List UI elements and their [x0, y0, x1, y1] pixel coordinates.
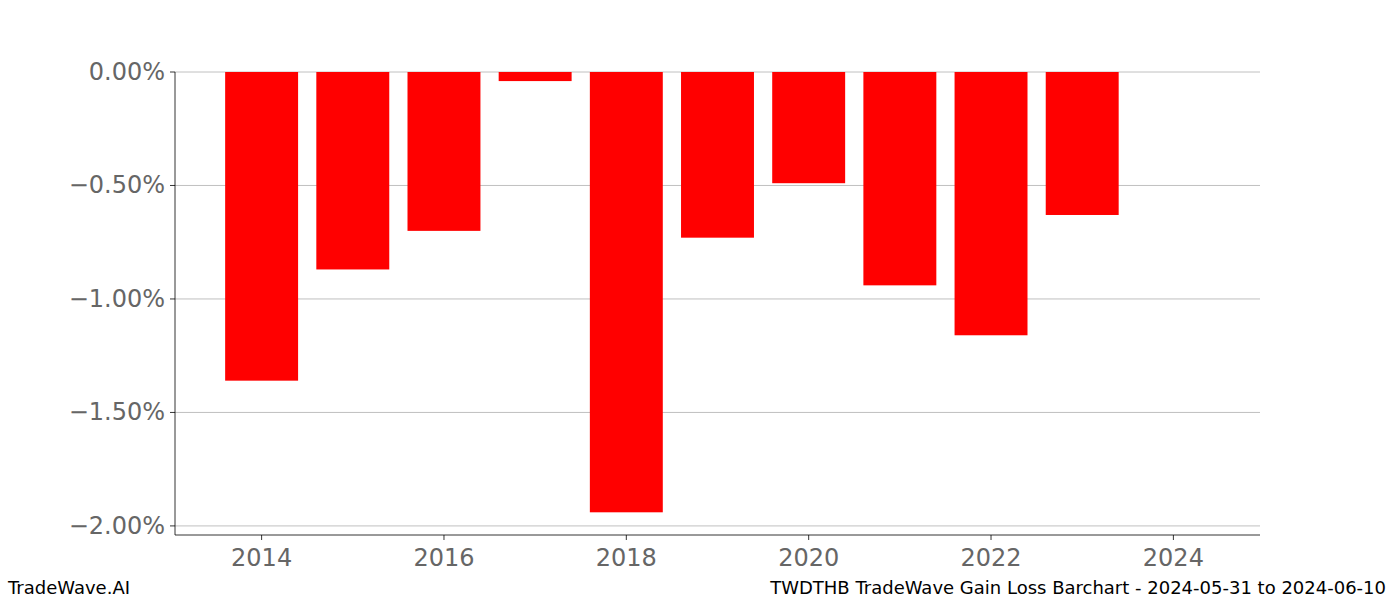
bar — [955, 72, 1028, 335]
x-tick — [626, 535, 627, 540]
title: TWDTHB TradeWave Gain Loss Barchart - 20… — [769, 577, 1386, 598]
y-tick — [170, 185, 175, 186]
x-tick — [443, 535, 444, 540]
y-tick-label: 0.00% — [89, 58, 165, 86]
bars — [225, 72, 1119, 512]
x-tick-label: 2018 — [596, 544, 657, 572]
x-tick-label: 2022 — [960, 544, 1021, 572]
x-tick-label: 2024 — [1143, 544, 1204, 572]
grid-line — [175, 525, 1260, 526]
x-tick — [991, 535, 992, 540]
x-tick-label: 2014 — [231, 544, 292, 572]
y-tick-label: −1.00% — [69, 285, 165, 313]
bar — [772, 72, 845, 183]
x-tick — [1173, 535, 1174, 540]
y-tick — [170, 412, 175, 413]
bar — [225, 72, 298, 381]
annotation: TradeWave.AI — [7, 577, 130, 598]
bar — [1046, 72, 1119, 215]
x-tick-label: 2020 — [778, 544, 839, 572]
y-tick — [170, 72, 175, 73]
x-tick — [261, 535, 262, 540]
y-tick-label: −2.00% — [69, 512, 165, 540]
bar — [316, 72, 389, 269]
x-tick — [808, 535, 809, 540]
y-tick — [170, 298, 175, 299]
y-tick-label: −0.50% — [69, 171, 165, 199]
bar — [590, 72, 663, 512]
y-tick-label: −1.50% — [69, 398, 165, 426]
x-tick-label: 2016 — [413, 544, 474, 572]
y-tick — [170, 525, 175, 526]
bar — [408, 72, 481, 231]
y-axis — [175, 72, 176, 535]
grid-line — [175, 298, 1260, 299]
grid-line — [175, 412, 1260, 413]
bar — [863, 72, 936, 285]
x-axis — [175, 535, 1260, 536]
chart: 0.00% −0.50% −1.00% −1.50% −2.00% 2014 2016 201… — [0, 0, 1400, 600]
bar — [499, 72, 572, 81]
bar — [681, 72, 754, 238]
